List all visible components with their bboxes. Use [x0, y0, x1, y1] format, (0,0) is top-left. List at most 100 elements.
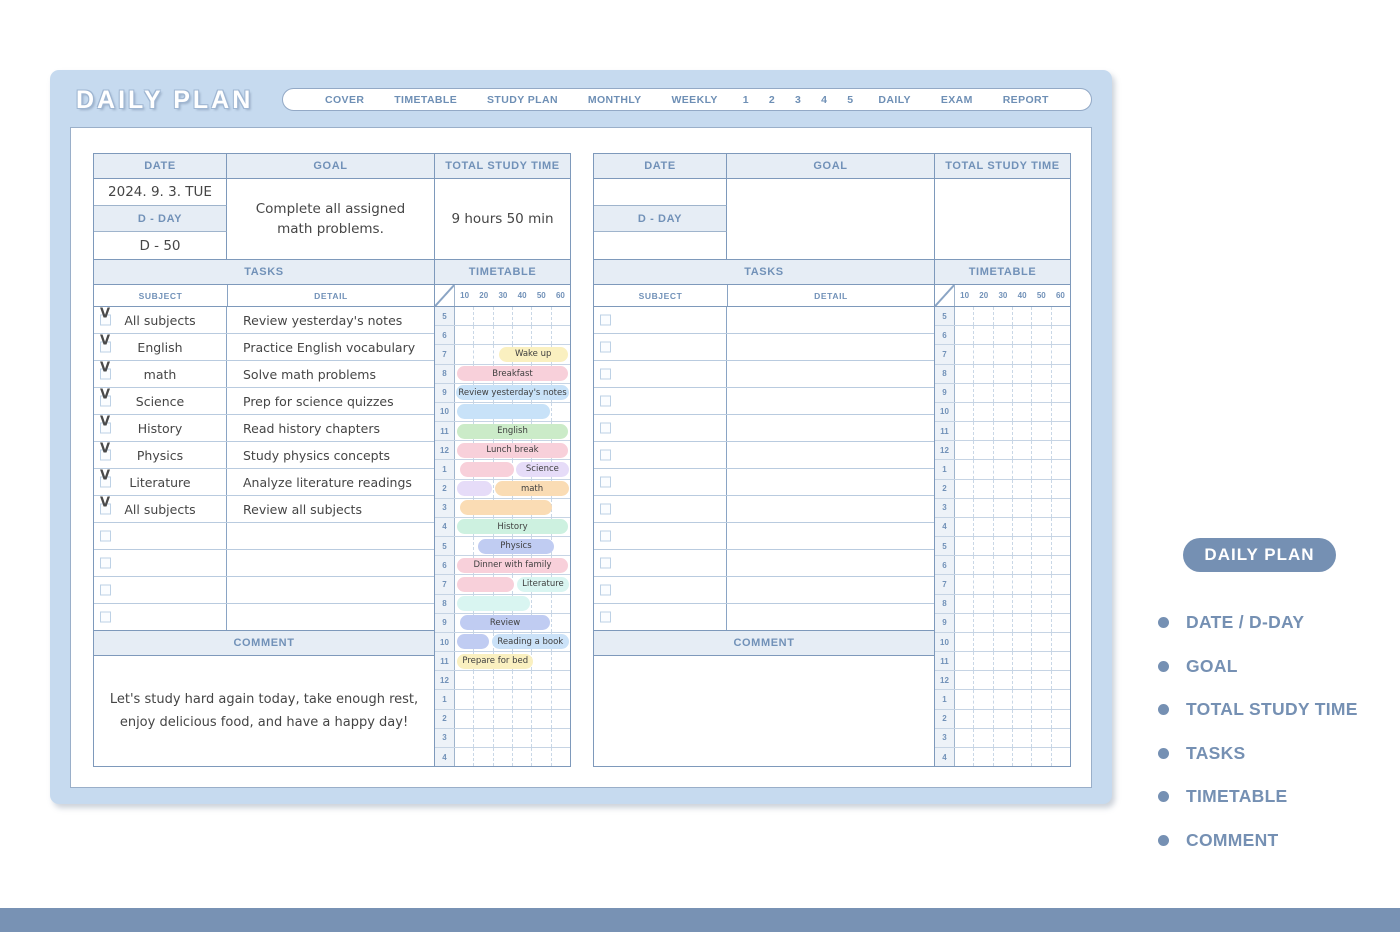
task-detail-cell[interactable]	[727, 442, 934, 468]
task-detail-cell[interactable]	[727, 604, 934, 630]
task-subject-cell[interactable]	[594, 604, 727, 630]
task-detail-cell[interactable]	[727, 469, 934, 495]
task-detail-cell[interactable]	[227, 550, 434, 576]
timetable-grid-row[interactable]	[955, 517, 1070, 537]
timetable-grid-row[interactable]	[455, 747, 570, 767]
timetable-grid-row[interactable]: Reading a book	[455, 632, 570, 652]
d-day-value[interactable]: D - 50	[94, 232, 227, 259]
schedule-bar[interactable]	[457, 634, 490, 650]
task-subject-cell[interactable]: All subjects	[94, 307, 227, 333]
goal-value[interactable]: Complete all assigned math problems.	[227, 179, 435, 259]
nav-item-exam[interactable]: EXAM	[940, 93, 973, 106]
checkbox-checked-icon[interactable]	[100, 307, 111, 326]
nav-item-2[interactable]: 2	[768, 93, 776, 106]
task-detail-cell[interactable]	[727, 415, 934, 441]
task-subject-cell[interactable]	[594, 577, 727, 603]
task-detail-cell[interactable]	[727, 577, 934, 603]
timetable-grid-row[interactable]	[955, 690, 1070, 709]
timetable-grid-row[interactable]: Dinner with family	[455, 556, 570, 575]
timetable-grid-row[interactable]	[955, 498, 1070, 517]
task-subject-cell[interactable]	[594, 469, 727, 495]
task-detail-cell[interactable]	[727, 550, 934, 576]
nav-item-monthly[interactable]: MONTHLY	[587, 93, 642, 106]
timetable-grid-row[interactable]	[955, 709, 1070, 728]
goal-value[interactable]	[727, 179, 935, 259]
timetable-grid-row[interactable]	[455, 594, 570, 613]
checkbox-icon[interactable]	[600, 584, 611, 596]
timetable-grid-row[interactable]: History	[455, 517, 570, 537]
task-detail-cell[interactable]	[727, 334, 934, 360]
checkbox-checked-icon[interactable]	[100, 442, 111, 461]
checkbox-icon[interactable]	[600, 422, 611, 434]
comment-value[interactable]	[593, 655, 935, 767]
nav-item-4[interactable]: 4	[821, 93, 828, 106]
daily-plan-badge[interactable]: DAILY PLAN	[1183, 538, 1336, 572]
task-subject-cell[interactable]	[594, 496, 727, 522]
checkbox-icon[interactable]	[100, 584, 111, 596]
checkbox-icon[interactable]	[600, 611, 611, 623]
timetable-grid-row[interactable]	[455, 402, 570, 422]
schedule-bar-breakfast[interactable]: Breakfast	[457, 366, 568, 382]
timetable-grid-row[interactable]	[955, 613, 1070, 632]
task-detail-cell[interactable]	[227, 577, 434, 603]
task-detail-cell[interactable]	[227, 523, 434, 549]
timetable-grid-row[interactable]	[455, 498, 570, 517]
checkbox-icon[interactable]	[600, 530, 611, 542]
checkbox-icon[interactable]	[100, 557, 111, 569]
checkbox-icon[interactable]	[100, 530, 111, 542]
nav-item-cover[interactable]: COVER	[325, 93, 365, 106]
timetable-grid-row[interactable]	[455, 728, 570, 747]
task-subject-cell[interactable]	[94, 523, 227, 549]
nav-item-1[interactable]: 1	[742, 93, 749, 106]
schedule-bar[interactable]	[457, 576, 514, 592]
task-detail-cell[interactable]: Review all subjects	[243, 501, 362, 517]
checkbox-checked-icon[interactable]	[100, 334, 111, 353]
task-subject-cell[interactable]	[594, 307, 727, 333]
timetable-grid-row[interactable]	[955, 422, 1070, 441]
timetable-grid-row[interactable]	[455, 326, 570, 345]
checkbox-checked-icon[interactable]	[100, 496, 111, 515]
checkbox-checked-icon[interactable]	[100, 469, 111, 488]
schedule-bar-reading-a-book[interactable]: Reading a book	[491, 634, 569, 650]
task-detail-cell[interactable]	[727, 307, 934, 333]
timetable-grid-row[interactable]: Review	[455, 613, 570, 632]
schedule-bar-review[interactable]: Review	[459, 615, 551, 631]
checkbox-icon[interactable]	[600, 503, 611, 515]
task-detail-cell[interactable]: Prep for science quizzes	[243, 393, 394, 409]
schedule-bar-history[interactable]: History	[457, 519, 568, 535]
task-subject-cell[interactable]: math	[94, 361, 227, 387]
task-detail-cell[interactable]: Review yesterday's notes	[243, 312, 403, 328]
checkbox-checked-icon[interactable]	[100, 361, 111, 380]
timetable-grid-row[interactable]	[455, 307, 570, 326]
timetable-grid-row[interactable]	[955, 652, 1070, 671]
task-subject-cell[interactable]	[94, 550, 227, 576]
nav-item-5[interactable]: 5	[847, 93, 854, 106]
task-subject-cell[interactable]: History	[94, 415, 227, 441]
task-subject-cell[interactable]: English	[94, 334, 227, 360]
schedule-bar-lunch-break[interactable]: Lunch break	[457, 442, 568, 458]
timetable-grid-row[interactable]	[955, 307, 1070, 326]
task-detail-cell[interactable]: Practice English vocabulary	[243, 339, 416, 355]
task-subject-cell[interactable]: Physics	[94, 442, 227, 468]
schedule-bar-review-yesterday-s-notes[interactable]: Review yesterday's notes	[456, 385, 569, 401]
timetable-grid-row[interactable]	[955, 460, 1070, 479]
comment-value[interactable]: Let's study hard again today, take enoug…	[93, 655, 435, 767]
schedule-bar[interactable]	[459, 461, 514, 477]
timetable-grid-row[interactable]: math	[455, 479, 570, 498]
timetable-grid-row[interactable]	[955, 632, 1070, 652]
task-subject-cell[interactable]	[594, 334, 727, 360]
nav-item-3[interactable]: 3	[795, 93, 802, 106]
timetable-grid-row[interactable]	[955, 364, 1070, 383]
timetable-grid-row[interactable]	[955, 345, 1070, 364]
schedule-bar-science[interactable]: Science	[515, 461, 569, 477]
nav-item-weekly[interactable]: WEEKLY	[671, 93, 718, 106]
timetable-grid-row[interactable]	[955, 671, 1070, 690]
schedule-bar-literature[interactable]: Literature	[517, 576, 569, 592]
schedule-bar[interactable]	[457, 596, 530, 612]
timetable-grid-row[interactable]	[955, 728, 1070, 747]
task-detail-cell[interactable]	[727, 523, 934, 549]
task-subject-cell[interactable]	[594, 415, 727, 441]
date-value[interactable]	[594, 179, 727, 206]
nav-item-timetable[interactable]: TIMETABLE	[394, 93, 458, 106]
total-study-time-value[interactable]: 9 hours 50 min	[451, 211, 554, 227]
